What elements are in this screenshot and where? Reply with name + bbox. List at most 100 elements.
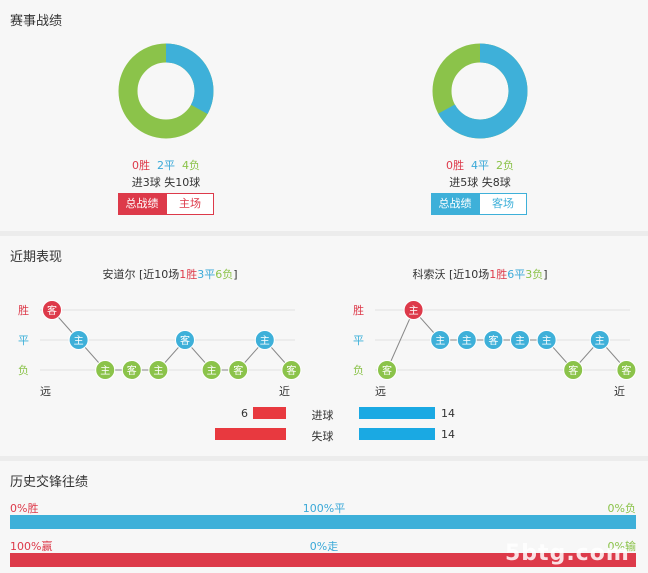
right-form-game-label-9: 客 (621, 364, 631, 377)
left-form-game-8 (254, 330, 275, 350)
left-form-game-label-2: 主 (100, 365, 110, 377)
right-tab-all[interactable]: 总战绩 (431, 193, 479, 215)
right-form-game-label-6: 主 (542, 335, 552, 347)
left-caption-post: ] (233, 268, 238, 281)
right-form-ylabel-0: 胜 (353, 303, 364, 317)
right-form-ylabel-2: 负 (353, 363, 364, 377)
left-caption-l: 6负 (215, 268, 234, 281)
left-conceded-bar (215, 428, 286, 440)
right-caption-l: 3负 (525, 268, 544, 281)
left-form-game-label-8: 主 (260, 335, 270, 347)
right-tab-away[interactable]: 客场 (479, 193, 527, 215)
right-form-game-7 (563, 360, 584, 380)
watermark-logo: 5btg.com (505, 541, 630, 566)
right-conceded-bar (359, 428, 435, 440)
right-form-game-label-2: 主 (435, 335, 445, 347)
right-form-game-label-7: 客 (568, 364, 578, 377)
right-conceded-value: 14 (441, 428, 455, 441)
right-form-game-8 (589, 330, 610, 350)
history-panel: 历史交锋往绩 0%胜 100%平 0%负 100%赢 0%走 0%输 5btg.… (0, 461, 648, 573)
right-form-game-label-3: 主 (462, 335, 472, 347)
left-wdl: 0胜 2平 4负 (100, 157, 232, 173)
recent-panel: 近期表现 安道尔 [近10场1胜3平6负] 科索沃 [近10场1胜6平3负] 胜… (0, 236, 648, 456)
left-form-game-5 (175, 330, 195, 350)
right-form-chart: 胜平负 客主主主客主主客主客远近 (353, 300, 637, 398)
scored-label: 进球 (311, 409, 334, 422)
right-caption-post: ] (543, 268, 548, 281)
right-scored-value: 14 (441, 407, 455, 420)
left-tab-home[interactable]: 主场 (166, 193, 214, 215)
left-form-game-label-1: 主 (74, 335, 84, 347)
history-title: 历史交锋往绩 (10, 475, 89, 490)
left-loss: 4负 (182, 159, 200, 172)
left-form-game-label-0: 客 (47, 304, 57, 317)
right-form-game-2 (430, 330, 451, 350)
right-form-game-5 (510, 330, 530, 350)
right-recent-caption: 科索沃 [近10场1胜6平3负] (350, 266, 610, 282)
right-form-game-label-4: 客 (488, 334, 498, 347)
left-form-ylabel-1: 平 (18, 334, 29, 347)
left-form-game-9 (281, 360, 302, 380)
left-caption-pre: 安道尔 [近10场 (102, 268, 180, 281)
right-form-game-label-8: 主 (595, 335, 605, 347)
left-tab-all[interactable]: 总战绩 (118, 193, 166, 215)
left-form-game-label-3: 客 (127, 364, 137, 377)
right-form-game-0 (377, 360, 397, 380)
history-row2-left: 100%赢 (10, 540, 53, 553)
right-form-ylabel-1: 平 (353, 334, 364, 347)
left-form-game-7 (228, 360, 249, 380)
left-form-game-2 (95, 360, 116, 380)
right-form-trend-line (386, 309, 627, 371)
right-form-game-label-5: 主 (515, 335, 525, 347)
left-form-game-0 (42, 300, 62, 320)
left-form-game-label-7: 客 (233, 364, 243, 377)
right-form-game-label-1: 主 (409, 305, 419, 317)
left-form-game-4 (148, 360, 169, 380)
right-form-game-4 (483, 330, 504, 350)
conceded-label: 失球 (311, 430, 334, 443)
left-form-game-1 (68, 330, 89, 350)
left-caption-w: 1胜 (179, 268, 198, 281)
right-caption-d: 6平 (507, 268, 526, 281)
right-goals: 进5球 失8球 (449, 176, 511, 189)
right-draw: 4平 (471, 159, 489, 172)
history-row1-bar (10, 515, 636, 529)
right-caption-pre: 科索沃 [近10场 (412, 268, 490, 281)
recent-title: 近期表现 (10, 250, 63, 265)
left-form-near-label: 近 (279, 385, 290, 398)
right-wdl: 0胜 4平 2负 (414, 157, 546, 173)
history-row2-right: 0%输 (607, 540, 636, 553)
left-caption-d: 3平 (197, 268, 216, 281)
right-caption-w: 1胜 (489, 268, 508, 281)
history-row2-mid: 0%走 (309, 540, 339, 553)
left-goals: 进3球 失10球 (131, 176, 201, 189)
left-form-ylabel-2: 负 (18, 363, 29, 377)
right-loss: 2负 (496, 159, 514, 172)
left-form-trend-line (51, 309, 292, 371)
left-form-game-label-5: 客 (180, 334, 190, 347)
right-form-game-1 (403, 300, 424, 320)
left-form-chart: 胜平负客主主客主客主 客主客远近 (18, 300, 302, 398)
left-form-far-label: 远 (40, 385, 51, 398)
right-donut-blue (432, 43, 528, 139)
left-form-game-6 (201, 360, 222, 380)
right-form-game-9 (616, 360, 637, 380)
left-form-game-3 (121, 360, 142, 380)
left-form-game-label-4: 主 (153, 365, 163, 377)
left-draw: 2平 (157, 159, 175, 172)
right-scored-bar (359, 407, 435, 419)
history-row2-bar (10, 553, 636, 567)
right-win: 0胜 (446, 159, 464, 172)
record-panel: 赛事战绩 0胜 2平 4负 进3球 失10球 总战绩 主场 0胜 4平 2负 进… (0, 0, 648, 231)
right-donut-chart (432, 43, 528, 139)
history-row1-mid: 100%平 (302, 502, 346, 515)
left-form-game-label-9: 客 (286, 364, 296, 377)
right-form-game-3 (456, 330, 477, 350)
record-title: 赛事战绩 (10, 14, 63, 29)
left-scored-bar (253, 407, 286, 419)
left-scored-value: 6 (241, 407, 248, 420)
right-form-game-6 (536, 330, 557, 350)
right-form-game-label-0: 客 (382, 364, 392, 377)
left-donut-blue (118, 43, 214, 139)
left-form-game-label-6: 主 (207, 365, 217, 377)
